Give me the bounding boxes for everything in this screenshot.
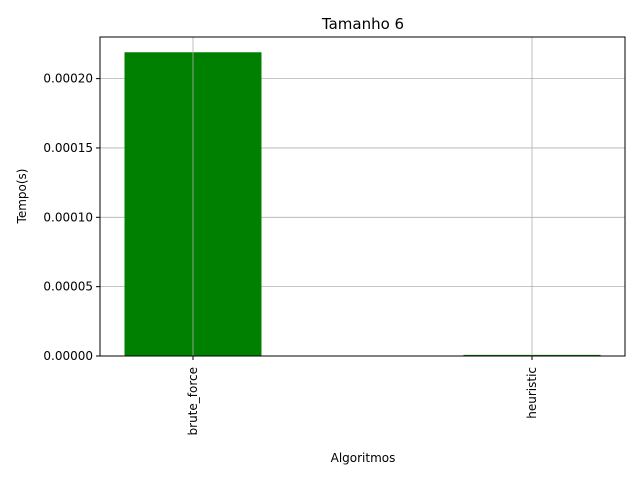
y-tick-label: 0.00010 [43,210,93,224]
y-tick-label: 0.00015 [43,141,93,155]
y-tick-label: 0.00020 [43,72,93,86]
x-axis-label: Algoritmos [331,451,396,465]
x-axis: brute_force heuristic [186,356,539,435]
x-tick-label: heuristic [525,367,539,419]
plot-frame [99,36,626,357]
y-tick-label: 0.00000 [43,349,93,363]
bars [124,37,601,356]
chart-title: Tamanho 6 [321,15,404,33]
x-tick-label: brute_force [186,367,200,435]
y-axis: 0.00000 0.00005 0.00010 0.00015 0.00020 [43,72,100,363]
y-axis-label: Tempo(s) [15,169,29,225]
y-tick-label: 0.00005 [43,280,93,294]
